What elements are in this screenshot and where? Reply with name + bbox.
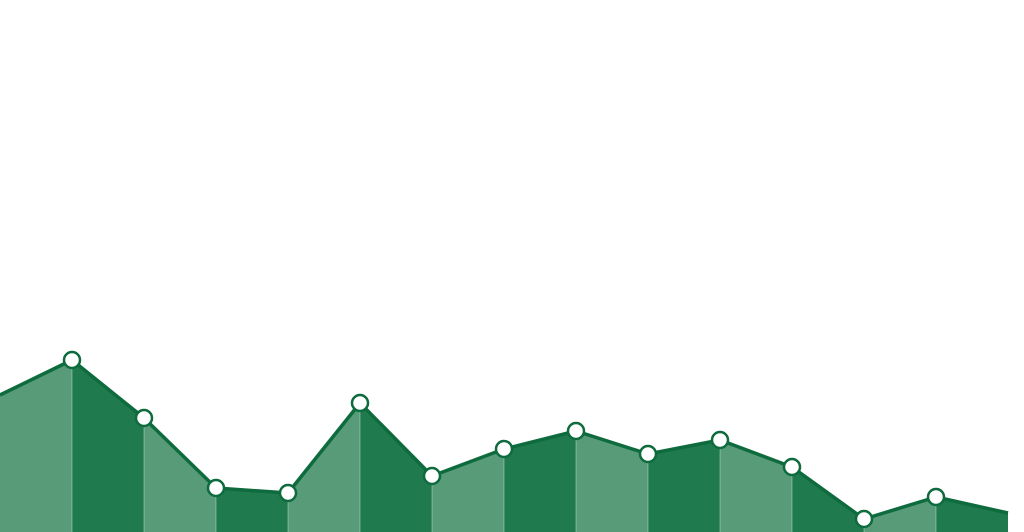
area-band: [360, 403, 432, 532]
point-marker: [350, 393, 370, 413]
point-marker: [638, 444, 658, 464]
area-band: [648, 440, 720, 532]
area-band: [0, 360, 72, 532]
point-marker: [62, 350, 82, 370]
point-marker: [278, 483, 298, 503]
point-marker: [710, 430, 730, 450]
area-band: [720, 440, 792, 532]
point-marker: [134, 408, 154, 428]
area-band: [288, 403, 360, 532]
point-marker: [206, 478, 226, 498]
area-band: [792, 467, 864, 532]
point-marker: [494, 439, 514, 459]
point-marker: [782, 457, 802, 477]
area-band: [72, 360, 144, 532]
point-marker: [422, 466, 442, 486]
point-marker: [926, 487, 946, 507]
area-band: [216, 488, 288, 532]
point-marker: [854, 509, 874, 529]
area-band: [936, 497, 1008, 532]
area-band: [576, 431, 648, 532]
area-band: [504, 431, 576, 532]
area-band: [144, 418, 216, 532]
point-marker: [566, 421, 586, 441]
area-band: [864, 497, 936, 532]
